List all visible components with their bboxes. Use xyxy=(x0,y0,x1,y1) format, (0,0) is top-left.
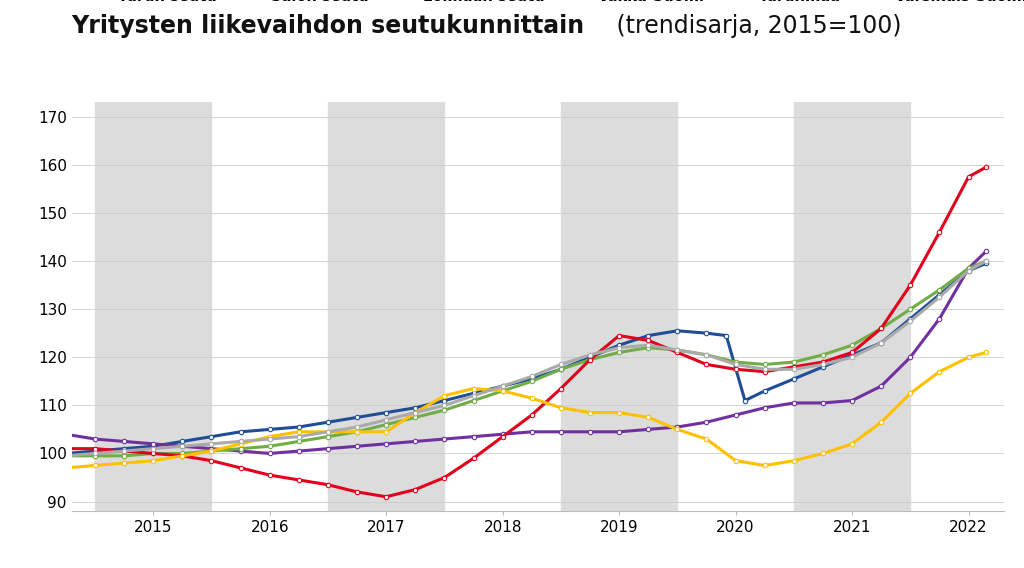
Bar xyxy=(561,102,678,511)
Text: Yritysten liikevaihdon seutukunnittain: Yritysten liikevaihdon seutukunnittain xyxy=(72,14,585,38)
Bar xyxy=(794,102,910,511)
Bar xyxy=(95,102,212,511)
Text: (trendisarja, 2015=100): (trendisarja, 2015=100) xyxy=(609,14,902,38)
Bar xyxy=(328,102,444,511)
Legend: Turun seutu, Salon seutu, Loimaan seutu, Vakka-Suomi, Turunmaa, Varsinais-Suomi: Turun seutu, Salon seutu, Loimaan seutu,… xyxy=(79,0,1024,4)
